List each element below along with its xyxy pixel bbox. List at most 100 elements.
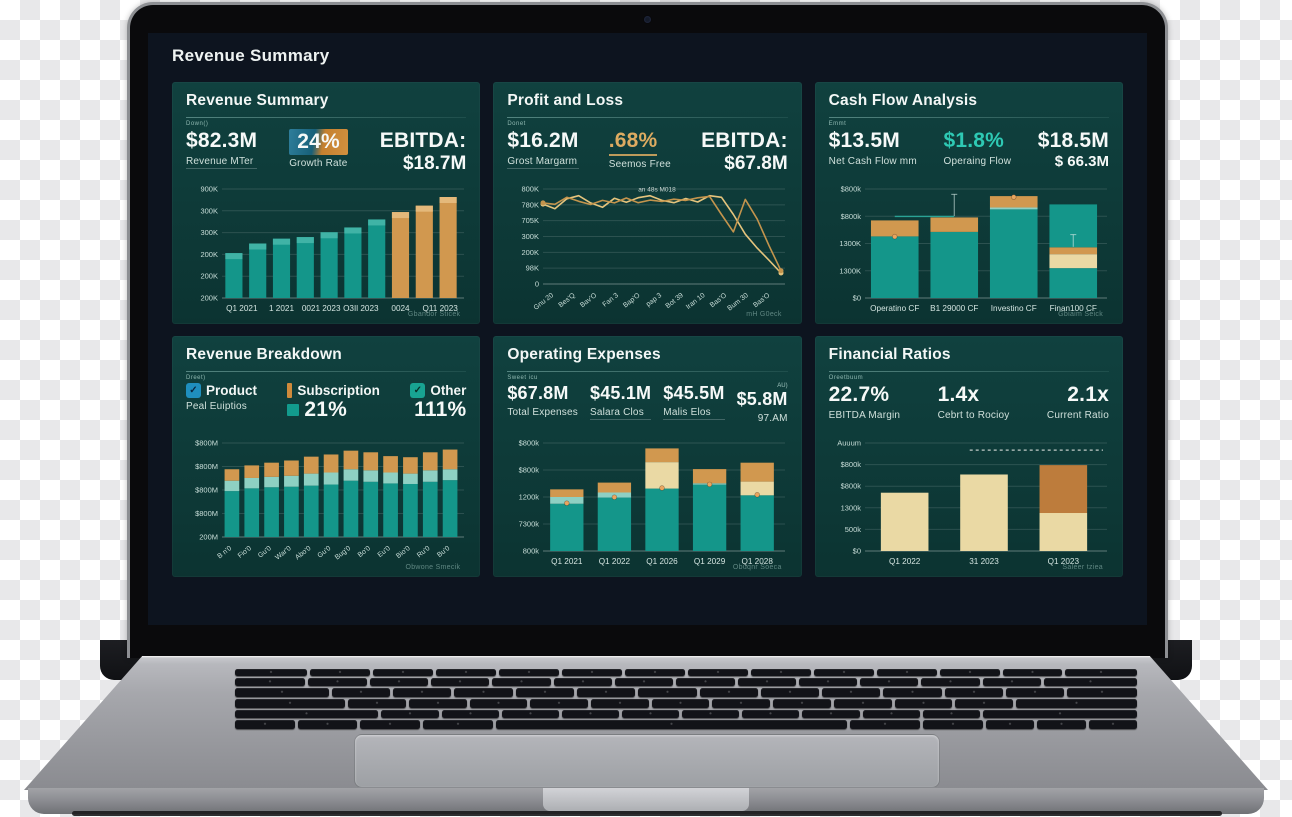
metric-label: Growth Rate <box>289 158 348 170</box>
panel-revenue-summary: Revenue Summary Down() $82.3M Revenue MTe… <box>172 82 481 324</box>
metric-label: Seemos Free <box>608 159 671 171</box>
keyboard-row <box>235 709 1138 719</box>
svg-text:200K: 200K <box>200 294 218 303</box>
keyboard-row <box>235 720 1138 730</box>
keyboard-key <box>982 677 1041 687</box>
metric-title: Product <box>206 383 258 398</box>
keyboard-key <box>883 688 942 697</box>
panel-title: Revenue Breakdown <box>186 346 342 363</box>
svg-text:Q11 2023: Q11 2023 <box>422 304 458 313</box>
chart-watermark: Obuqnr Soeca <box>732 564 782 571</box>
metric-subtext: AU) <box>777 383 788 389</box>
metric-value-row: EBITDA: <box>701 129 788 153</box>
keyboard-row <box>235 677 1138 687</box>
metric-value-row: EBITDA: <box>380 129 467 153</box>
metric-value: 22.7% <box>828 383 890 406</box>
svg-text:Bum 30: Bum 30 <box>727 292 750 312</box>
svg-text:Gu'0: Gu'0 <box>257 545 273 560</box>
metric-value: EBITDA: <box>701 129 788 152</box>
metric-value-secondary: $ 66.3M <box>1054 153 1109 171</box>
keyboard-key <box>982 709 1138 719</box>
keyboard-key <box>923 720 983 730</box>
svg-text:0: 0 <box>535 280 539 289</box>
keyboard-key <box>530 698 589 708</box>
metric: EBITDA: $18.7M <box>380 129 467 175</box>
svg-text:Bio'0: Bio'0 <box>395 545 411 560</box>
panel-revenue-breakdown: Revenue Breakdown Dreet) ✓ Product Peal Eu… <box>172 336 481 577</box>
svg-text:300K: 300K <box>200 206 218 215</box>
keyboard-key <box>441 709 499 719</box>
metric: $45.1M Salara Clos <box>590 383 652 420</box>
svg-text:1300K: 1300K <box>839 239 861 248</box>
keyboard-key <box>501 709 559 719</box>
keyboard-key <box>1088 720 1138 730</box>
svg-text:Investino CF: Investino CF <box>990 304 1036 313</box>
svg-text:Q1 2029: Q1 2029 <box>694 557 726 566</box>
keyboard-key <box>922 709 980 719</box>
laptop-shadow <box>72 811 1222 816</box>
keyboard-key <box>1067 688 1138 697</box>
svg-text:Abo'0: Abo'0 <box>294 545 312 561</box>
svg-text:Q1 2026: Q1 2026 <box>647 557 679 566</box>
keyboard-key <box>408 698 467 708</box>
checkbox-blue-icon[interactable]: ✓ <box>186 383 201 398</box>
keyboard-key <box>737 677 796 687</box>
laptop-front-edge <box>28 788 1264 814</box>
chart-canvas: 900K 300K 300K 200K 200K 200K Q1 2021 1 2021 002… <box>200 185 464 313</box>
svg-text:Bes'Q: Bes'Q <box>558 292 578 309</box>
keyboard-key <box>297 720 358 730</box>
metric-label: Malis Elos <box>663 407 725 420</box>
svg-text:O3Il 2023: O3Il 2023 <box>343 304 379 313</box>
metric-value-row: $82.3M <box>186 129 257 153</box>
metric-label: Cebrt to Rocioy <box>937 410 1010 422</box>
keyboard-key <box>492 677 551 687</box>
keyboard-row <box>235 688 1138 697</box>
metric-value: 24% <box>289 129 348 156</box>
keyboard-key <box>561 709 619 719</box>
svg-text:$800k: $800k <box>840 460 861 469</box>
svg-text:Bap'O: Bap'O <box>622 292 642 310</box>
square-teal-icon <box>287 404 300 417</box>
keyboard-row <box>235 669 1138 676</box>
metric-value: 2.1x <box>1067 383 1109 406</box>
svg-text:200K: 200K <box>200 250 218 259</box>
metric-label: Salara Clos <box>590 407 652 420</box>
svg-text:7300k: 7300k <box>519 520 540 529</box>
svg-text:Bug'0: Bug'0 <box>334 545 352 561</box>
panel-title: Profit and Loss <box>507 92 624 109</box>
keyboard-key <box>562 669 622 676</box>
page-title: Revenue Summary <box>172 46 330 65</box>
keyboard-key <box>331 688 391 697</box>
metric-value-secondary: $18.7M <box>402 153 467 175</box>
webcam-icon <box>643 16 651 23</box>
metrics-row: 22.7% EBITDA Margin 1.4x Cebrt to Rocioy 2.1… <box>829 383 1109 433</box>
panel-operating-expenses: Operating Expenses Sweet icu $67.8M Total… <box>493 336 802 577</box>
metric-label: Total Expenses <box>507 406 578 418</box>
keyboard-key <box>876 669 937 676</box>
panel-subtext: Donet <box>507 121 526 127</box>
keyboard-key <box>576 688 636 697</box>
keyboard-key <box>373 669 434 676</box>
keyboard-key <box>495 720 847 730</box>
keyboard-key <box>862 709 920 719</box>
svg-text:Bu'0: Bu'0 <box>436 545 451 559</box>
keyboard-key <box>454 688 513 697</box>
svg-text:Q1 2028: Q1 2028 <box>742 557 774 566</box>
svg-text:200M: 200M <box>199 533 218 542</box>
svg-text:705K: 705K <box>522 216 540 225</box>
metric-value: .68% <box>608 129 658 157</box>
metric-value: $45.1M <box>590 383 652 403</box>
dashboard-screen: Revenue Summary Revenue Summary Down() $… <box>148 33 1147 625</box>
keyboard-key <box>638 688 697 697</box>
checkbox-teal-icon[interactable]: ✓ <box>410 383 426 398</box>
keyboard-key <box>921 677 980 687</box>
metrics-row: $67.8M Total Expenses $45.1M Salara Clos $45… <box>507 383 787 433</box>
keyboard-key <box>1037 720 1086 730</box>
svg-text:Finan100 CF: Finan100 CF <box>1049 304 1096 313</box>
panel-subtext: Down() <box>186 121 209 127</box>
metric-value-row: 21% <box>287 398 380 422</box>
metric-value-secondary: $67.8M <box>724 153 788 175</box>
svg-text:War'0: War'0 <box>274 545 292 562</box>
metric-value-row: 24% <box>289 129 348 156</box>
svg-text:900K: 900K <box>200 185 218 194</box>
